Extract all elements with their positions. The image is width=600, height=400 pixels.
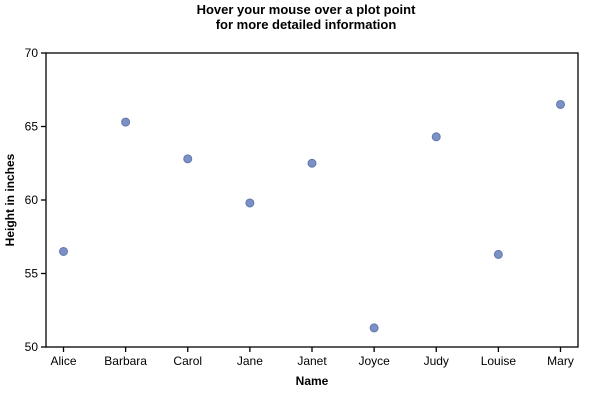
plot-point-mary[interactable] [556, 99, 565, 109]
x-axis-label: Name [296, 374, 329, 388]
y-tick-label: 60 [25, 193, 39, 207]
plot-point-janet[interactable] [307, 158, 317, 168]
y-tick-label: 70 [25, 46, 39, 60]
chart-title: Hover your mouse over a plot point for m… [0, 2, 600, 32]
y-tick-label: 55 [25, 267, 39, 281]
plot-point-jane[interactable] [245, 198, 255, 208]
y-axis-label: Height in inches [3, 153, 17, 246]
x-tick-label: Carol [173, 354, 202, 368]
x-tick-label: Janet [297, 354, 327, 368]
y-tick-label: 50 [25, 340, 39, 354]
plot-point-carol[interactable] [183, 154, 193, 164]
plot-point-barbara[interactable] [121, 117, 131, 127]
plot-point-alice[interactable] [59, 246, 68, 256]
x-tick-label: Barbara [104, 354, 147, 368]
y-tick-label: 65 [25, 120, 39, 134]
chart-title-line1: Hover your mouse over a plot point [196, 2, 416, 17]
x-tick-label: Louise [481, 354, 517, 368]
plot-point-judy[interactable] [431, 132, 441, 142]
x-tick-label: Mary [547, 354, 574, 368]
x-tick-label: Jane [237, 354, 263, 368]
x-tick-label: Joyce [358, 354, 390, 368]
chart-title-line2: for more detailed information [215, 17, 397, 32]
x-tick-label: Alice [50, 354, 76, 368]
plot-point-joyce[interactable] [369, 323, 379, 333]
plot-point-louise[interactable] [493, 249, 503, 259]
x-tick-label: Judy [424, 354, 449, 368]
plot-frame [45, 52, 579, 348]
